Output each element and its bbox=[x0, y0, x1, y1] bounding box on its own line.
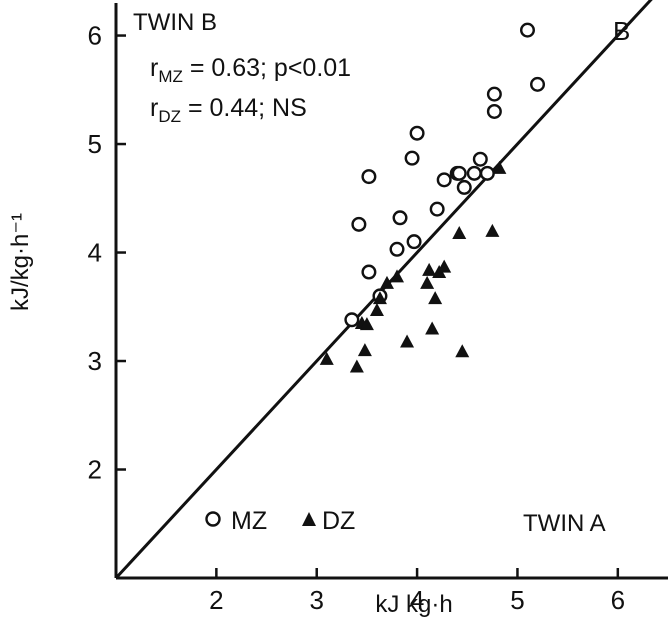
mz-point bbox=[451, 165, 467, 181]
y-tick-label: 5 bbox=[88, 129, 102, 159]
y-axis-title: kJ/kg·h⁻¹ bbox=[7, 213, 34, 311]
legend: MZ DZ bbox=[205, 507, 355, 535]
dz-point bbox=[428, 291, 443, 305]
dz-point bbox=[379, 275, 394, 289]
mz-r-value: = 0.63; p<0.01 bbox=[183, 54, 351, 82]
x-axis-title: kJ kg·h bbox=[375, 591, 452, 618]
identity-line bbox=[114, 0, 653, 580]
dz-point bbox=[492, 160, 507, 174]
dz-correlation-annotation: rDZ = 0.44; NS bbox=[150, 94, 307, 126]
twin-b-label: TWIN B bbox=[133, 9, 217, 36]
dz-point bbox=[400, 334, 415, 348]
mz-point bbox=[486, 86, 502, 102]
dz-point bbox=[485, 223, 500, 237]
y-tick-label: 3 bbox=[88, 346, 102, 376]
mz-point bbox=[486, 103, 502, 119]
legend-mz-marker bbox=[205, 511, 221, 527]
x-tick-label: 5 bbox=[510, 585, 524, 615]
legend-dz-label: DZ bbox=[322, 507, 355, 535]
x-tick-label: 6 bbox=[611, 585, 625, 615]
mz-point bbox=[519, 22, 535, 38]
dz-point bbox=[390, 269, 405, 283]
mz-point bbox=[404, 150, 420, 166]
axes-layer: 2 3 4 5 6 2 3 4 5 6 bbox=[88, 3, 668, 615]
mz-point bbox=[406, 234, 422, 250]
dz-point bbox=[420, 275, 435, 289]
mz-r-symbol: r bbox=[150, 54, 158, 82]
dz-point bbox=[369, 303, 384, 317]
mz-point bbox=[429, 201, 445, 217]
mz-point bbox=[479, 165, 495, 181]
x-tick-label: 3 bbox=[309, 585, 323, 615]
dz-point bbox=[455, 344, 470, 358]
dz-point bbox=[319, 351, 334, 365]
panel-letter: B bbox=[613, 16, 630, 46]
mz-point bbox=[472, 151, 488, 167]
mz-point bbox=[351, 216, 367, 232]
mz-point bbox=[530, 76, 546, 92]
dz-point bbox=[357, 343, 372, 357]
mz-point bbox=[361, 264, 377, 280]
y-tick-label: 6 bbox=[88, 21, 102, 51]
y-tick-label: 4 bbox=[88, 238, 102, 268]
mz-point bbox=[456, 179, 472, 195]
mz-point bbox=[392, 210, 408, 226]
legend-dz-marker bbox=[302, 512, 316, 526]
mz-point bbox=[344, 312, 360, 328]
mz-correlation-annotation: rMZ = 0.63; p<0.01 bbox=[150, 54, 351, 86]
labels-layer: kJ kg·h kJ/kg·h⁻¹ TWIN B TWIN A B rMZ = … bbox=[7, 9, 630, 618]
dz-r-subscript: DZ bbox=[158, 107, 181, 126]
x-tick-label: 2 bbox=[209, 585, 223, 615]
y-tick-label: 2 bbox=[88, 455, 102, 485]
mz-r-subscript: MZ bbox=[158, 67, 183, 86]
mz-point bbox=[436, 172, 452, 188]
dz-point bbox=[372, 291, 387, 305]
x-tick-label: 4 bbox=[410, 585, 424, 615]
mz-point bbox=[409, 125, 425, 141]
identity-line-layer bbox=[114, 0, 653, 580]
dz-r-value: = 0.44; NS bbox=[181, 94, 307, 122]
dz-point bbox=[349, 359, 364, 373]
legend-mz-label: MZ bbox=[231, 507, 267, 535]
dz-point bbox=[452, 226, 467, 239]
dz-r-symbol: r bbox=[150, 94, 158, 122]
dz-point bbox=[359, 317, 374, 331]
mz-point bbox=[466, 165, 482, 181]
mz-point bbox=[389, 241, 405, 257]
dz-point bbox=[425, 321, 440, 335]
twin-a-label: TWIN A bbox=[523, 510, 606, 537]
mz-point bbox=[361, 169, 377, 185]
dz-point bbox=[437, 259, 452, 273]
points-layer bbox=[319, 22, 546, 373]
dz-point bbox=[422, 262, 437, 276]
